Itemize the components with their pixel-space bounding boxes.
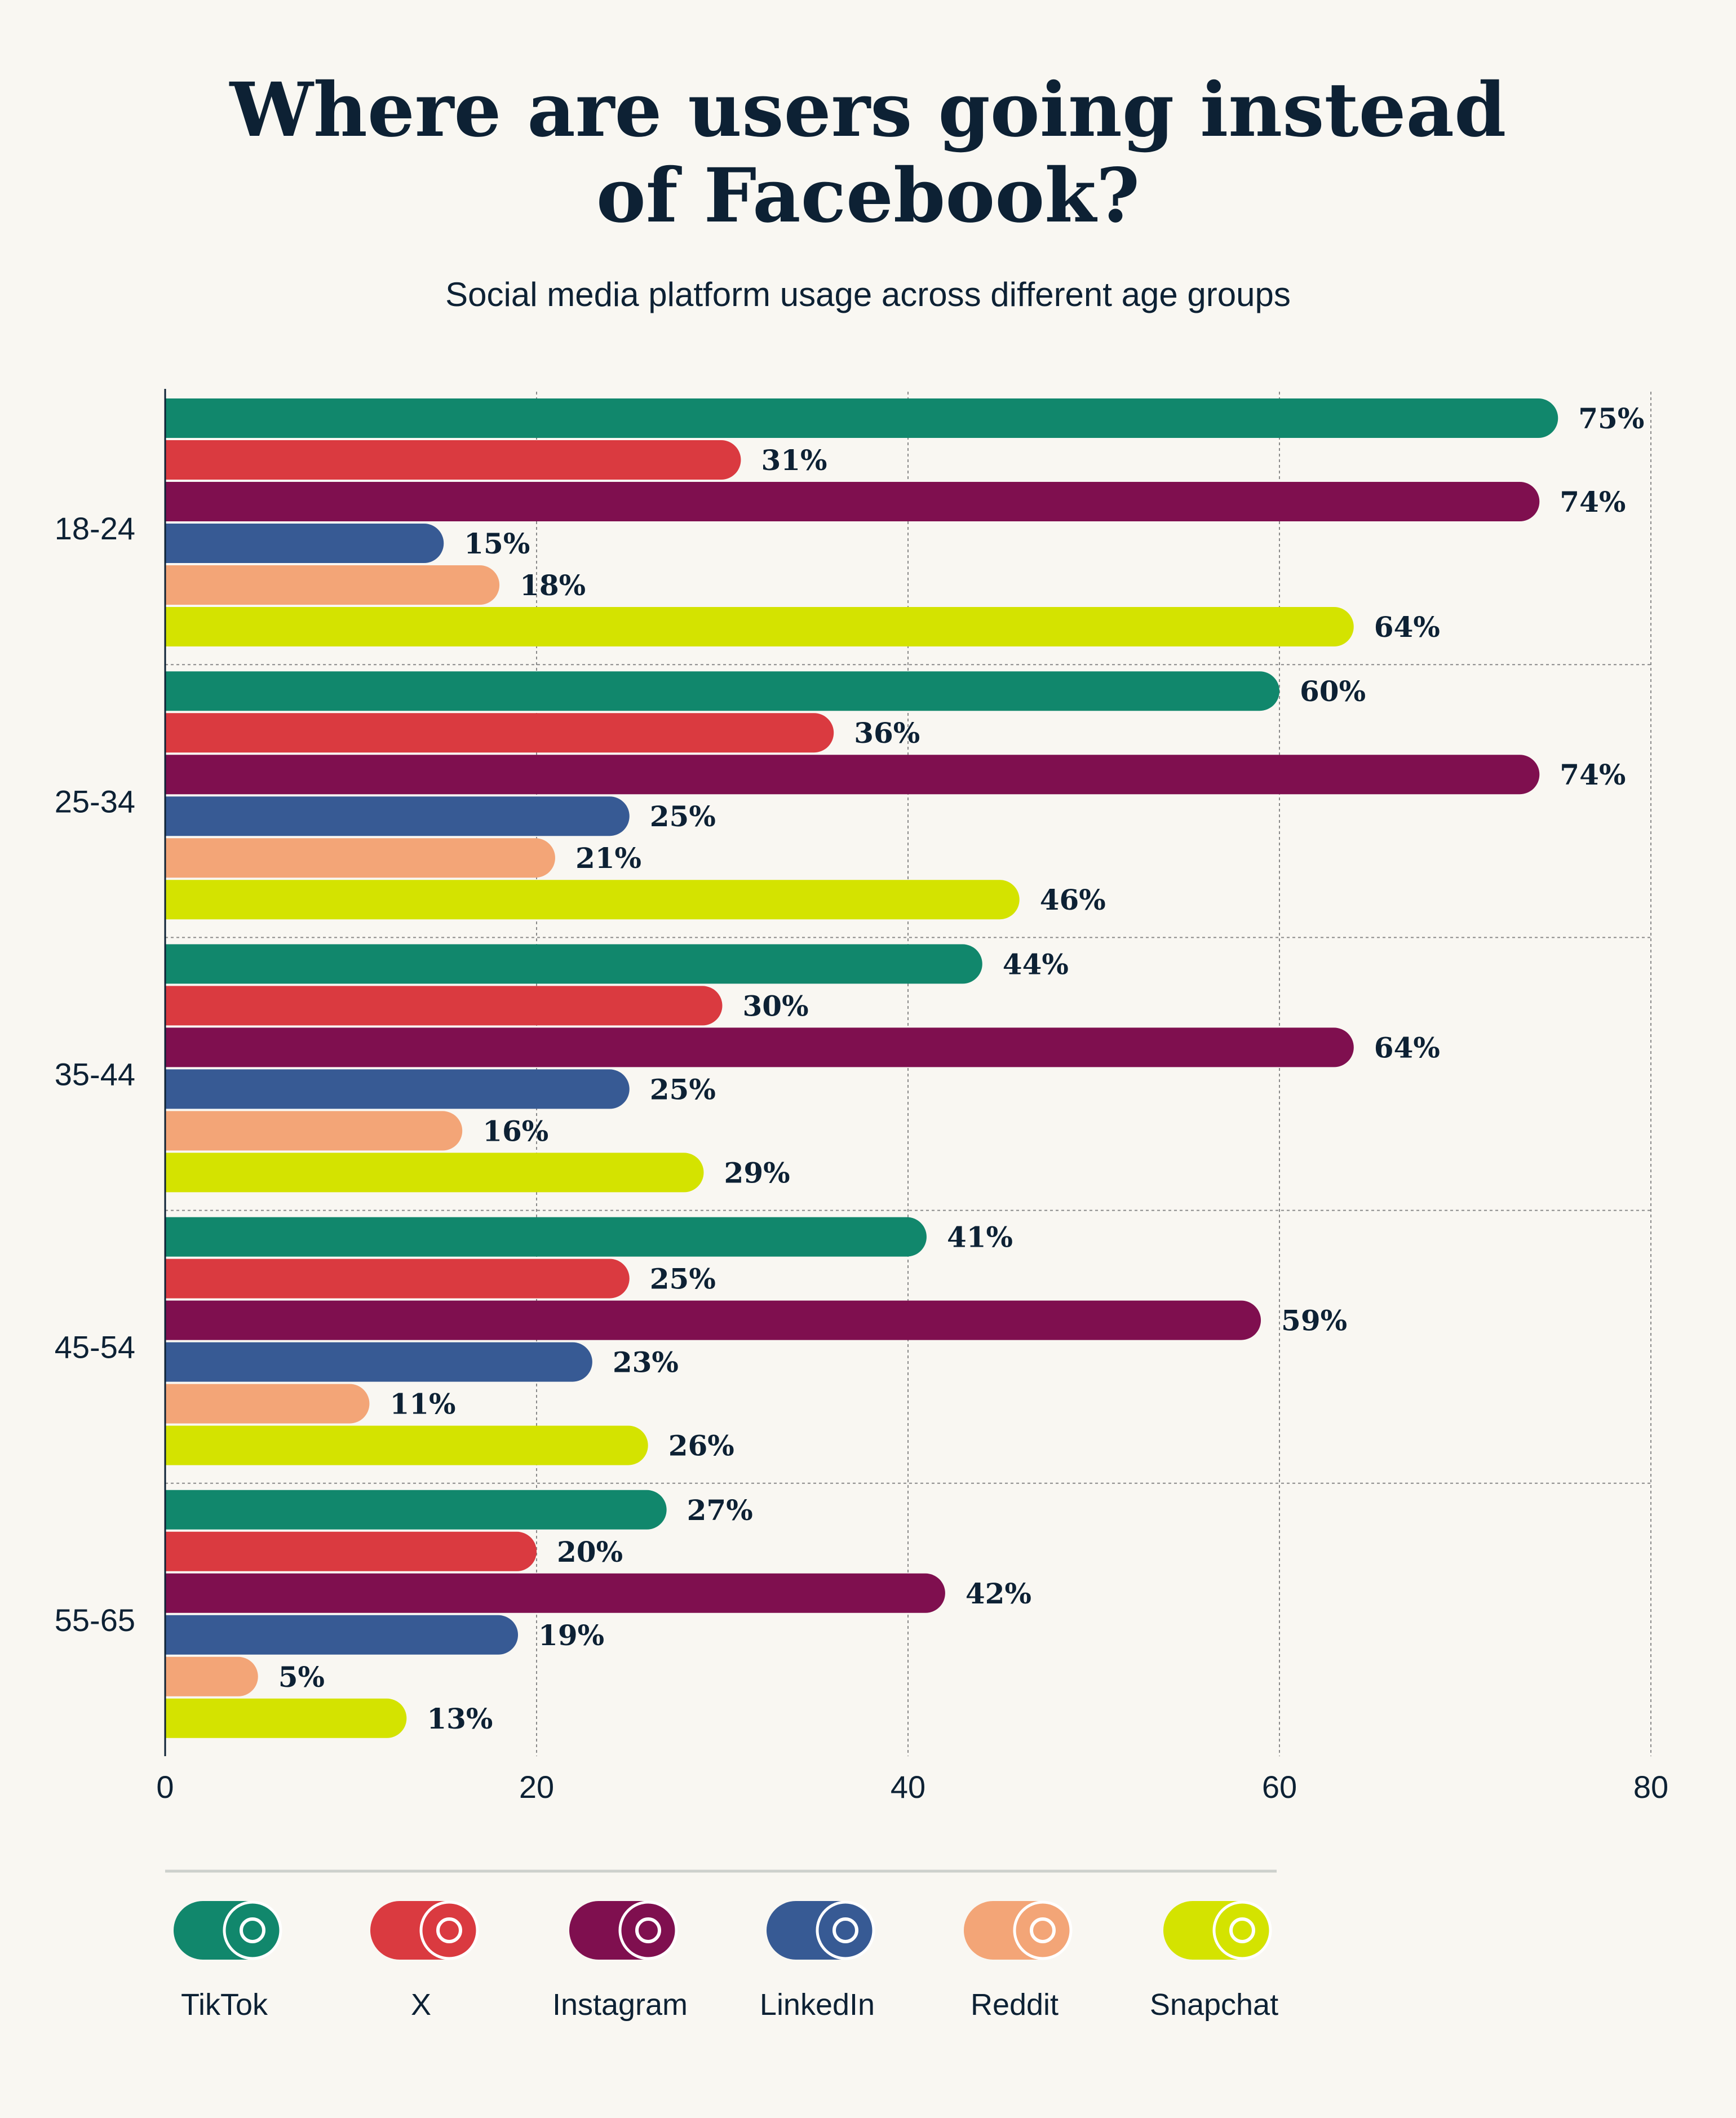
bar-snapchat	[165, 607, 1354, 646]
x-tick-label: 80	[1633, 1769, 1668, 1805]
data-label: 18%	[520, 569, 586, 602]
data-label: 64%	[1374, 610, 1440, 644]
bar-reddit	[165, 1111, 463, 1151]
tiktok-icon-glyph	[240, 1917, 265, 1943]
bar-linkedin	[165, 1615, 519, 1655]
data-label: 25%	[650, 1262, 716, 1296]
age-group-label: 35-44	[55, 1057, 135, 1092]
bar-reddit	[165, 838, 555, 878]
bar-instagram	[165, 1573, 945, 1613]
legend-label: Reddit	[971, 1988, 1059, 2022]
data-label: 23%	[613, 1346, 679, 1379]
chart-title: Where are users going instead of Faceboo…	[0, 68, 1736, 239]
bar-snapchat	[165, 1425, 648, 1465]
bar-snapchat	[165, 880, 1020, 920]
data-label: 29%	[724, 1156, 790, 1189]
snapchat-icon-glyph	[1229, 1917, 1255, 1943]
linkedin-icon	[816, 1900, 875, 1960]
data-label: 26%	[668, 1429, 734, 1463]
data-label: 74%	[1560, 758, 1626, 791]
legend-label: Snapchat	[1150, 1988, 1278, 2022]
bar-tiktok	[165, 398, 1558, 438]
data-label: 19%	[538, 1619, 604, 1652]
bar-snapchat	[165, 1153, 704, 1193]
x-tick-label: 20	[519, 1769, 554, 1805]
reddit-icon	[1013, 1900, 1073, 1960]
bar-tiktok	[165, 944, 982, 984]
legend-item-x: X	[370, 1900, 479, 2022]
bar-linkedin	[165, 796, 630, 836]
legend-label: Instagram	[552, 1988, 688, 2022]
bar-linkedin	[165, 524, 444, 563]
data-label: 16%	[482, 1114, 548, 1147]
linkedin-icon-glyph	[832, 1917, 858, 1943]
bar-instagram	[165, 755, 1540, 795]
instagram-icon-glyph	[635, 1917, 661, 1943]
bar-instagram	[165, 1027, 1354, 1067]
bar-x	[165, 986, 723, 1026]
bar-snapchat	[165, 1698, 407, 1738]
age-group-label: 25-34	[55, 783, 135, 819]
bar-linkedin	[165, 1069, 630, 1109]
data-label: 59%	[1281, 1304, 1347, 1337]
bar-reddit	[165, 1384, 370, 1424]
data-label: 42%	[966, 1577, 1031, 1610]
legend-label: LinkedIn	[760, 1988, 875, 2022]
age-group-label: 55-65	[55, 1602, 135, 1638]
data-label: 21%	[575, 841, 641, 875]
bar-linkedin	[165, 1342, 592, 1382]
legend-item-instagram: Instagram	[552, 1900, 688, 2022]
data-label: 46%	[1040, 883, 1106, 916]
bar-instagram	[165, 1300, 1261, 1340]
data-label: 15%	[464, 527, 530, 560]
tiktok-icon	[223, 1900, 282, 1960]
legend-item-linkedin: LinkedIn	[760, 1900, 875, 2022]
x-logo-icon-glyph	[436, 1917, 462, 1943]
chart-subtitle: Social media platform usage across diffe…	[445, 276, 1291, 313]
data-label: 30%	[743, 989, 809, 1022]
data-label: 60%	[1300, 675, 1366, 708]
bar-x	[165, 1531, 537, 1571]
legend-item-tiktok: TikTok	[174, 1900, 282, 2022]
title-line-1: Where are users going instead	[229, 67, 1507, 154]
x-tick-label: 0	[156, 1769, 174, 1805]
x-tick-label: 40	[891, 1769, 925, 1805]
data-label: 74%	[1560, 485, 1626, 519]
data-label: 36%	[854, 716, 920, 750]
bar-x	[165, 713, 834, 753]
data-label: 5%	[278, 1660, 325, 1694]
bar-tiktok	[165, 1490, 667, 1530]
legend-item-reddit: Reddit	[964, 1900, 1073, 2022]
instagram-icon	[618, 1900, 678, 1960]
snapchat-icon	[1212, 1900, 1272, 1960]
legend-label: TikTok	[181, 1988, 268, 2022]
bar-x	[165, 440, 741, 480]
bar-tiktok	[165, 1217, 927, 1257]
data-label: 64%	[1374, 1031, 1440, 1064]
legend-label: X	[411, 1988, 431, 2022]
bar-instagram	[165, 482, 1540, 521]
bar-x	[165, 1259, 630, 1299]
data-label: 11%	[389, 1388, 455, 1421]
bar-reddit	[165, 1656, 258, 1696]
legend-item-snapchat: Snapchat	[1150, 1900, 1278, 2022]
data-label: 75%	[1578, 402, 1644, 435]
age-group-label: 45-54	[55, 1330, 135, 1365]
data-label: 31%	[761, 444, 827, 477]
bar-tiktok	[165, 671, 1280, 711]
x-tick-label: 60	[1262, 1769, 1297, 1805]
age-group-label: 18-24	[55, 511, 135, 546]
title-line-2: of Facebook?	[596, 152, 1140, 240]
bar-reddit	[165, 565, 500, 605]
reddit-icon-glyph	[1030, 1917, 1056, 1943]
data-label: 41%	[947, 1221, 1013, 1254]
data-label: 44%	[1003, 947, 1069, 981]
data-label: 25%	[650, 800, 716, 833]
data-label: 27%	[687, 1494, 753, 1527]
data-label: 20%	[557, 1535, 623, 1568]
data-label: 13%	[427, 1702, 493, 1735]
x-logo-icon	[419, 1900, 479, 1960]
data-label: 25%	[650, 1073, 716, 1106]
